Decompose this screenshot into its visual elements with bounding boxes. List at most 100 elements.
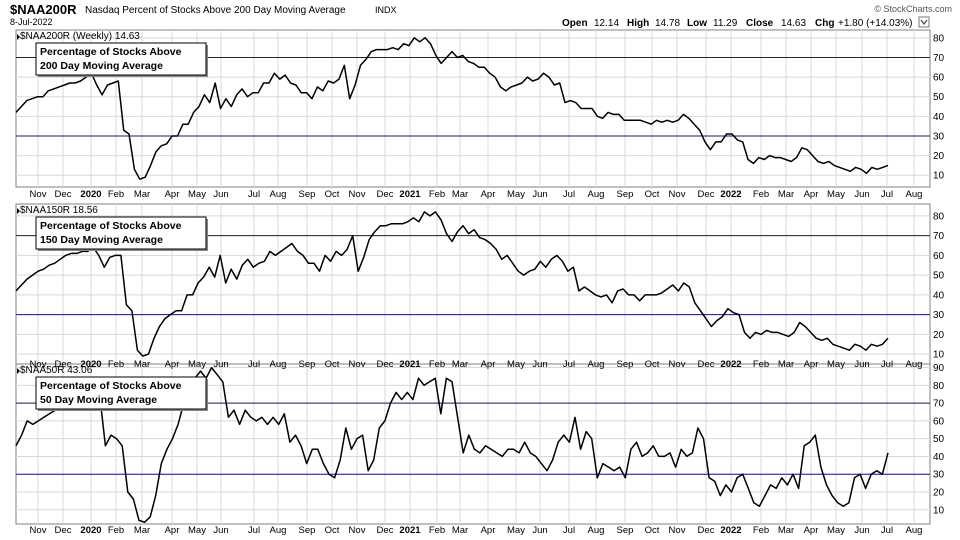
x-tick-label: Jun bbox=[854, 525, 869, 536]
x-tick-label: May bbox=[827, 359, 845, 370]
x-tick-label: Jul bbox=[248, 525, 260, 536]
y-tick-label: 80 bbox=[933, 33, 945, 44]
x-tick-label: Aug bbox=[270, 359, 287, 370]
symbol-title: $NAA200R bbox=[10, 2, 77, 17]
x-tick-label: May bbox=[507, 189, 525, 200]
x-tick-label: Aug bbox=[270, 189, 287, 200]
x-tick-label: Jun bbox=[532, 189, 547, 200]
x-tick-label: Mar bbox=[452, 525, 468, 536]
x-tick-label: Apr bbox=[804, 525, 819, 536]
x-tick-label: 2021 bbox=[399, 359, 421, 370]
chevron-down-icon bbox=[920, 19, 928, 25]
x-tick-label: Jun bbox=[213, 359, 228, 370]
y-tick-label: 30 bbox=[933, 470, 945, 481]
y-tick-label: 20 bbox=[933, 330, 945, 341]
y-tick-label: 60 bbox=[933, 73, 945, 84]
x-tick-label: May bbox=[507, 359, 525, 370]
x-tick-label: Apr bbox=[165, 359, 180, 370]
x-tick-label: Nov bbox=[349, 525, 366, 536]
series-line bbox=[15, 211, 889, 357]
y-tick-label: 10 bbox=[933, 350, 945, 361]
x-tick-label: Mar bbox=[134, 189, 150, 200]
x-tick-label: Mar bbox=[134, 359, 150, 370]
x-tick-label: Apr bbox=[804, 359, 819, 370]
x-axis-labels-row-1: Nov Dec 2020 Feb Mar Apr May Jun Jul Aug Sep Oct Nov… bbox=[30, 189, 923, 200]
annotation-text: Percentage of Stocks Above bbox=[40, 46, 182, 58]
x-tick-label: Sep bbox=[299, 189, 316, 200]
x-tick-label: Nov bbox=[669, 359, 686, 370]
x-tick-label: Nov bbox=[349, 189, 366, 200]
x-tick-label: Oct bbox=[325, 359, 340, 370]
annotation-box bbox=[35, 376, 207, 410]
x-tick-label: Mar bbox=[452, 359, 468, 370]
x-tick-label: Nov bbox=[669, 189, 686, 200]
annotation-text: Percentage of Stocks Above bbox=[40, 380, 182, 392]
x-tick-label: Jul bbox=[563, 189, 575, 200]
annotation-text: Percentage of Stocks Above bbox=[40, 220, 182, 232]
x-tick-label: Nov bbox=[349, 359, 366, 370]
x-tick-label: Jul bbox=[881, 359, 893, 370]
chart-date: 8-Jul-2022 bbox=[10, 17, 53, 27]
x-tick-label: Dec bbox=[698, 359, 715, 370]
x-tick-label: Jul bbox=[248, 189, 260, 200]
x-tick-label: May bbox=[188, 525, 206, 536]
y-tick-label: 40 bbox=[933, 290, 945, 301]
x-tick-label: May bbox=[827, 525, 845, 536]
x-tick-label: Apr bbox=[804, 189, 819, 200]
x-tick-label: 2020 bbox=[80, 189, 101, 200]
x-axis-labels-row-2: Nov Dec 2020 Feb Mar Apr May Jun Jul Aug Sep Oct Nov… bbox=[30, 359, 923, 370]
y-tick-label: 50 bbox=[933, 271, 945, 282]
x-tick-label: Dec bbox=[377, 189, 394, 200]
y-tick-label: 10 bbox=[933, 505, 945, 516]
exchange-label: INDX bbox=[375, 5, 397, 15]
x-tick-label: Apr bbox=[481, 359, 496, 370]
x-tick-label: Aug bbox=[588, 359, 605, 370]
x-tick-label: Aug bbox=[906, 525, 923, 536]
x-tick-label: Dec bbox=[55, 359, 72, 370]
open-value: 12.14 bbox=[594, 18, 619, 29]
x-tick-label: Sep bbox=[299, 359, 316, 370]
x-tick-label: Aug bbox=[270, 525, 287, 536]
high-label: High bbox=[627, 18, 649, 29]
x-axis-labels-row-3: Nov Dec 2020 Feb Mar Apr May Jun Jul Aug Sep Oct Nov… bbox=[30, 525, 923, 536]
x-tick-label: Feb bbox=[108, 189, 124, 200]
x-tick-label: Apr bbox=[481, 525, 496, 536]
chg-label: Chg bbox=[815, 18, 834, 29]
y-tick-label: 50 bbox=[933, 434, 945, 445]
x-tick-label: Sep bbox=[617, 525, 634, 536]
x-tick-label: 2020 bbox=[80, 359, 101, 370]
annotation-text: 50 Day Moving Average bbox=[40, 394, 157, 406]
x-tick-label: Sep bbox=[617, 359, 634, 370]
brand-watermark: © StockCharts.com bbox=[874, 4, 952, 14]
x-tick-label: Dec bbox=[377, 359, 394, 370]
x-tick-label: Sep bbox=[617, 189, 634, 200]
x-tick-label: Dec bbox=[55, 525, 72, 536]
x-tick-label: Aug bbox=[588, 525, 605, 536]
series-line bbox=[15, 37, 889, 180]
panel-label: $NAA150R 18.56 bbox=[20, 205, 98, 216]
panel-label: $NAA200R (Weekly) 14.63 bbox=[20, 31, 140, 42]
x-tick-label: Nov bbox=[30, 359, 47, 370]
x-tick-label: Feb bbox=[429, 525, 445, 536]
x-tick-label: Jun bbox=[532, 359, 547, 370]
y-tick-label: 80 bbox=[933, 211, 945, 222]
x-tick-label: Jun bbox=[213, 189, 228, 200]
panel-label: $NAA50R 43.06 bbox=[20, 365, 93, 376]
x-tick-label: Apr bbox=[165, 525, 180, 536]
x-tick-label: Oct bbox=[645, 525, 660, 536]
settings-icon[interactable] bbox=[918, 16, 930, 28]
x-tick-label: Dec bbox=[698, 525, 715, 536]
x-tick-label: 2021 bbox=[399, 189, 421, 200]
x-tick-label: Oct bbox=[325, 189, 340, 200]
y-tick-label: 80 bbox=[933, 381, 945, 392]
y-tick-label: 60 bbox=[933, 251, 945, 262]
x-tick-label: Feb bbox=[753, 359, 769, 370]
x-tick-label: Nov bbox=[30, 189, 47, 200]
x-tick-label: Sep bbox=[299, 525, 316, 536]
x-tick-label: 2022 bbox=[720, 525, 741, 536]
annotation-box bbox=[35, 216, 207, 250]
x-tick-label: 2021 bbox=[399, 525, 421, 536]
x-tick-label: Feb bbox=[429, 189, 445, 200]
x-tick-label: Jul bbox=[563, 525, 575, 536]
y-tick-label: 70 bbox=[933, 231, 945, 242]
